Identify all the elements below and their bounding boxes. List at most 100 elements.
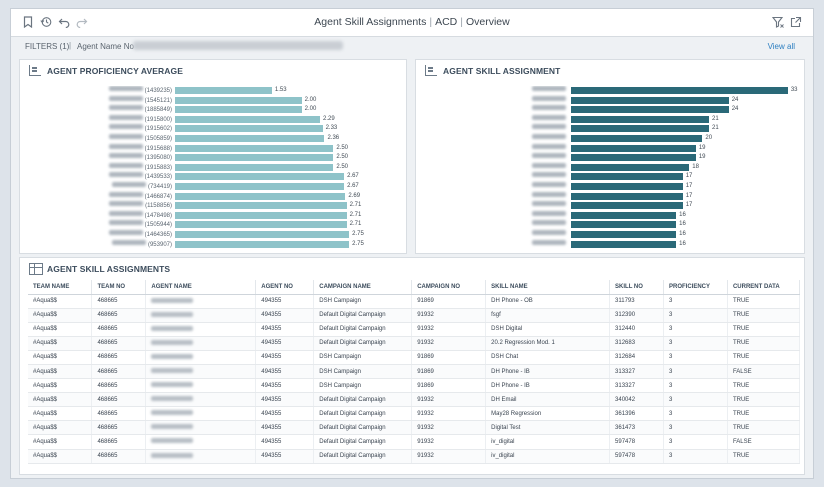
bar[interactable] <box>571 173 683 181</box>
table-row[interactable]: #Aqua$$ 468665 494355 Default Digital Campa… <box>28 449 801 464</box>
bar[interactable] <box>571 202 683 210</box>
bar[interactable] <box>175 240 350 248</box>
bar-row[interactable]: (1395080) 2.50 <box>20 153 406 163</box>
bookmark-icon[interactable] <box>21 16 35 30</box>
bar-row[interactable]: 19 <box>416 153 804 163</box>
view-all-link[interactable]: View all <box>767 42 795 51</box>
bar[interactable] <box>175 211 347 219</box>
bar-row[interactable]: (1439533) 2.67 <box>20 172 406 182</box>
bar[interactable] <box>571 192 683 200</box>
table-row[interactable]: #Aqua$$ 468665 494355 DSH Campaign 91869 DH P… <box>28 364 801 380</box>
bar-row[interactable]: (1915800) 2.29 <box>20 114 406 125</box>
table-row[interactable]: #Aqua$$ 468665 494355 Default Digital Campa… <box>28 406 801 422</box>
bar-row[interactable]: 17 <box>416 191 804 202</box>
bar[interactable] <box>571 135 703 142</box>
bar-row[interactable]: 21 <box>416 124 804 134</box>
table-row[interactable]: #Aqua$$ 468665 494355 Default Digital Campa… <box>28 322 801 337</box>
bar[interactable] <box>571 240 677 248</box>
table-row[interactable]: #Aqua$$ 468665 494355 Default Digital Campa… <box>28 420 801 436</box>
bar-row[interactable]: (1545121) 2.00 <box>20 95 406 106</box>
bar-row[interactable]: 17 <box>416 182 804 192</box>
bar-row[interactable]: (1505859) 2.36 <box>20 134 406 144</box>
bar[interactable] <box>175 192 346 200</box>
column-header[interactable]: AGENT NO <box>255 280 315 295</box>
bar[interactable] <box>175 125 323 133</box>
bar-row[interactable]: (953907) 2.75 <box>20 239 406 250</box>
bar-row[interactable]: 16 <box>416 239 804 250</box>
bar-row[interactable]: (1466874) 2.69 <box>20 191 406 202</box>
column-header[interactable]: CAMPAIGN NO <box>411 280 487 295</box>
bar-row[interactable]: (734419) 2.67 <box>20 182 406 192</box>
column-header[interactable]: TEAM NO <box>91 280 147 295</box>
bar-row[interactable]: 17 <box>416 172 804 182</box>
column-header[interactable]: CURRENT DATA <box>727 280 801 295</box>
bar-row[interactable]: (1915602) 2.33 <box>20 124 406 134</box>
table-row[interactable]: #Aqua$$ 468665 494355 DSH Campaign 91869 DH P… <box>28 294 801 309</box>
table-row[interactable]: #Aqua$$ 468665 494355 Default Digital Campa… <box>28 336 801 351</box>
bar-row[interactable]: (1915883) 2.50 <box>20 162 406 173</box>
export-icon[interactable] <box>789 16 803 30</box>
bar-row[interactable]: 17 <box>416 201 804 211</box>
bar[interactable] <box>175 202 347 210</box>
bar-row[interactable]: 21 <box>416 114 804 125</box>
bar[interactable] <box>571 211 677 219</box>
bar-row[interactable]: (1464365) 2.75 <box>20 230 406 240</box>
bar-row[interactable]: 16 <box>416 210 804 221</box>
bar-row[interactable]: 18 <box>416 162 804 173</box>
table-row[interactable]: #Aqua$$ 468665 494355 Default Digital Campa… <box>28 308 801 323</box>
column-header[interactable]: PROFICIENCY <box>663 280 728 295</box>
filters-label[interactable]: FILTERS (1) <box>25 42 70 51</box>
bar[interactable] <box>571 96 729 104</box>
column-header[interactable]: AGENT NAME <box>145 280 257 295</box>
table-row[interactable]: #Aqua$$ 468665 494355 Default Digital Campa… <box>28 392 801 408</box>
bar[interactable] <box>571 163 690 171</box>
bar[interactable] <box>175 154 334 162</box>
bar[interactable] <box>175 173 345 181</box>
bar[interactable] <box>175 135 325 142</box>
bar-row[interactable]: (1885849) 2.00 <box>20 105 406 115</box>
bar[interactable] <box>571 231 677 238</box>
filter-agent-name[interactable]: Agent Name No <box>77 42 134 51</box>
bar-row[interactable]: (1915688) 2.50 <box>20 143 406 154</box>
table-row[interactable]: #Aqua$$ 468665 494355 DSH Campaign 91869 DSH … <box>28 350 801 365</box>
column-header[interactable]: TEAM NAME <box>28 280 93 295</box>
redo-icon[interactable] <box>75 16 89 30</box>
bar-row[interactable]: (1478498) 2.71 <box>20 210 406 221</box>
bar-row[interactable]: 16 <box>416 220 804 230</box>
bar[interactable] <box>175 106 302 114</box>
undo-icon[interactable] <box>57 16 71 30</box>
bar-row[interactable]: 24 <box>416 95 804 106</box>
column-header[interactable]: SKILL NO <box>609 280 664 295</box>
bar[interactable] <box>175 163 334 171</box>
bar[interactable] <box>571 183 683 190</box>
column-header[interactable]: SKILL NAME <box>485 280 611 295</box>
bar[interactable] <box>175 231 350 238</box>
bar-row[interactable]: 24 <box>416 105 804 115</box>
filter-icon[interactable] <box>771 16 785 30</box>
bar[interactable] <box>175 87 272 94</box>
bar-row[interactable]: 33 <box>416 86 804 96</box>
history-icon[interactable] <box>39 16 53 30</box>
bar[interactable] <box>175 183 345 190</box>
bar-row[interactable]: (1158856) 2.71 <box>20 201 406 211</box>
bar[interactable] <box>571 125 709 133</box>
bar[interactable] <box>175 96 302 104</box>
bar-row[interactable]: 16 <box>416 230 804 240</box>
bar-value-label: 2.71 <box>349 221 362 228</box>
bar[interactable] <box>571 144 696 152</box>
bar-row[interactable]: (1439235) 1.53 <box>20 86 406 96</box>
bar[interactable] <box>175 144 334 152</box>
table-row[interactable]: #Aqua$$ 468665 494355 DSH Campaign 91869 DH P… <box>28 378 801 394</box>
bar[interactable] <box>175 221 347 229</box>
bar[interactable] <box>571 87 788 94</box>
bar[interactable] <box>571 106 729 114</box>
column-header[interactable]: CAMPAIGN NAME <box>313 280 413 295</box>
bar[interactable] <box>571 221 677 229</box>
bar[interactable] <box>175 115 321 123</box>
bar-row[interactable]: (1505944) 2.71 <box>20 220 406 230</box>
table-row[interactable]: #Aqua$$ 468665 494355 Default Digital Campa… <box>28 434 801 450</box>
bar[interactable] <box>571 115 709 123</box>
bar-row[interactable]: 19 <box>416 143 804 154</box>
bar-row[interactable]: 20 <box>416 134 804 144</box>
bar[interactable] <box>571 154 696 162</box>
